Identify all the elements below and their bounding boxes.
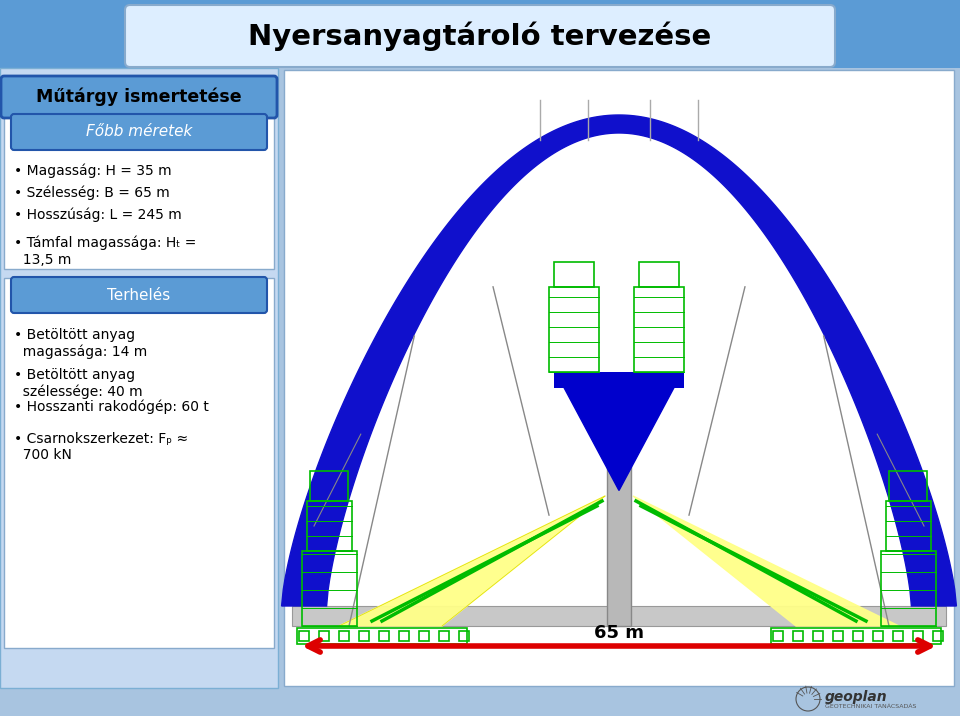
Polygon shape: [564, 387, 674, 490]
Text: • Betöltött anyag
  szélessége: 40 m: • Betöltött anyag szélessége: 40 m: [14, 368, 143, 399]
Text: GEOTECHNIKAI TANÁCSADÁS: GEOTECHNIKAI TANÁCSADÁS: [825, 705, 917, 710]
Text: • Magasság: H = 35 m: • Magasság: H = 35 m: [14, 163, 172, 178]
Bar: [439, 631, 449, 641]
Bar: [554, 261, 594, 286]
Bar: [881, 551, 936, 626]
Bar: [0, 0, 960, 68]
Bar: [853, 631, 863, 641]
Text: 65 m: 65 m: [594, 624, 644, 642]
Bar: [771, 628, 941, 644]
Bar: [459, 631, 469, 641]
FancyBboxPatch shape: [125, 5, 835, 67]
Bar: [4, 278, 274, 648]
Bar: [299, 631, 309, 641]
Bar: [813, 631, 823, 641]
Text: Terhelés: Terhelés: [108, 288, 171, 302]
Bar: [399, 631, 409, 641]
Bar: [607, 379, 631, 626]
Text: Főbb méretek: Főbb méretek: [85, 125, 192, 140]
Text: • Szélesség: B = 65 m: • Szélesség: B = 65 m: [14, 186, 170, 200]
Bar: [379, 631, 389, 641]
Bar: [634, 286, 684, 372]
Text: • Támfal magassága: Hₜ =
  13,5 m: • Támfal magassága: Hₜ = 13,5 m: [14, 236, 197, 266]
Bar: [0, 68, 278, 688]
Bar: [297, 628, 467, 644]
Bar: [284, 70, 954, 686]
Text: • Csarnokszerkezet: Fₚ ≈
  700 kN: • Csarnokszerkezet: Fₚ ≈ 700 kN: [14, 432, 188, 463]
Bar: [302, 551, 357, 626]
Polygon shape: [339, 496, 605, 626]
Bar: [873, 631, 883, 641]
Bar: [639, 261, 679, 286]
Text: geoplan: geoplan: [825, 690, 888, 704]
Bar: [893, 631, 903, 641]
Bar: [933, 631, 943, 641]
Polygon shape: [633, 496, 899, 626]
Bar: [913, 631, 923, 641]
Text: • Hosszúság: L = 245 m: • Hosszúság: L = 245 m: [14, 208, 181, 223]
Bar: [307, 501, 352, 551]
Bar: [310, 471, 348, 501]
Bar: [339, 631, 349, 641]
Text: • Hosszanti rakodógép: 60 t: • Hosszanti rakodógép: 60 t: [14, 400, 209, 415]
Bar: [889, 471, 927, 501]
Bar: [292, 606, 946, 626]
Text: • Betöltött anyag
  magassága: 14 m: • Betöltött anyag magassága: 14 m: [14, 328, 147, 359]
Bar: [4, 117, 274, 269]
Polygon shape: [281, 115, 956, 606]
Text: Műtárgy ismertetése: Műtárgy ismertetése: [36, 88, 242, 106]
Bar: [549, 286, 599, 372]
FancyBboxPatch shape: [11, 114, 267, 150]
Bar: [833, 631, 843, 641]
Bar: [773, 631, 783, 641]
Bar: [793, 631, 803, 641]
Bar: [359, 631, 369, 641]
Bar: [319, 631, 329, 641]
Text: Nyersanyagtároló tervezése: Nyersanyagtároló tervezése: [249, 21, 711, 51]
FancyBboxPatch shape: [11, 277, 267, 313]
Bar: [886, 501, 931, 551]
Bar: [419, 631, 429, 641]
Bar: [554, 372, 684, 387]
FancyBboxPatch shape: [1, 76, 277, 118]
